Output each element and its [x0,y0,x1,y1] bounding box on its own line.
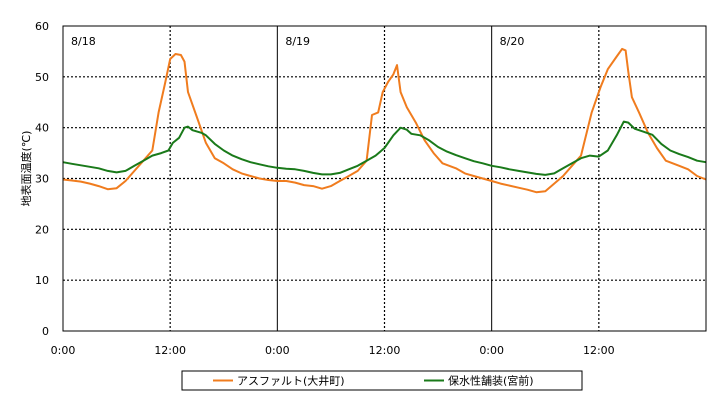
y-axis-label: 地表面温度(℃) [19,131,33,207]
x-tick-label: 12:00 [369,344,401,357]
day-label: 8/19 [285,35,310,48]
series-layer [62,47,707,194]
y-tick-label: 50 [35,71,49,84]
y-tick-label: 0 [42,325,49,338]
x-tick-label: 0:00 [479,344,504,357]
series-line-asphalt [62,47,707,194]
y-tick-label: 10 [35,274,49,287]
x-tick-label: 0:00 [51,344,76,357]
legend-label-asphalt: アスファルト(大井町) [237,374,345,388]
x-tick-label: 12:00 [583,344,615,357]
grid-layer [63,26,706,331]
x-tick-labels: 0:00 12:00 0:00 12:00 0:00 12:00 [51,344,615,357]
day-labels: 8/18 8/19 8/20 [71,35,524,48]
y-tick-labels: 0 10 20 30 40 50 60 [35,20,49,338]
legend: アスファルト(大井町) 保水性舗装(宮前) [181,370,583,391]
plot-frame [62,25,707,332]
legend-label-water-retentive: 保水性舗装(宮前) [448,374,534,388]
y-tick-label: 40 [35,122,49,135]
y-tick-label: 60 [35,20,49,33]
legend-box [181,370,583,391]
x-tick-label: 12:00 [154,344,186,357]
x-tick-label: 0:00 [265,344,290,357]
y-tick-label: 20 [35,223,49,236]
day-label: 8/18 [71,35,96,48]
y-tick-label: 30 [35,173,49,186]
day-label: 8/20 [500,35,525,48]
series-line-water-retentive [62,120,707,176]
